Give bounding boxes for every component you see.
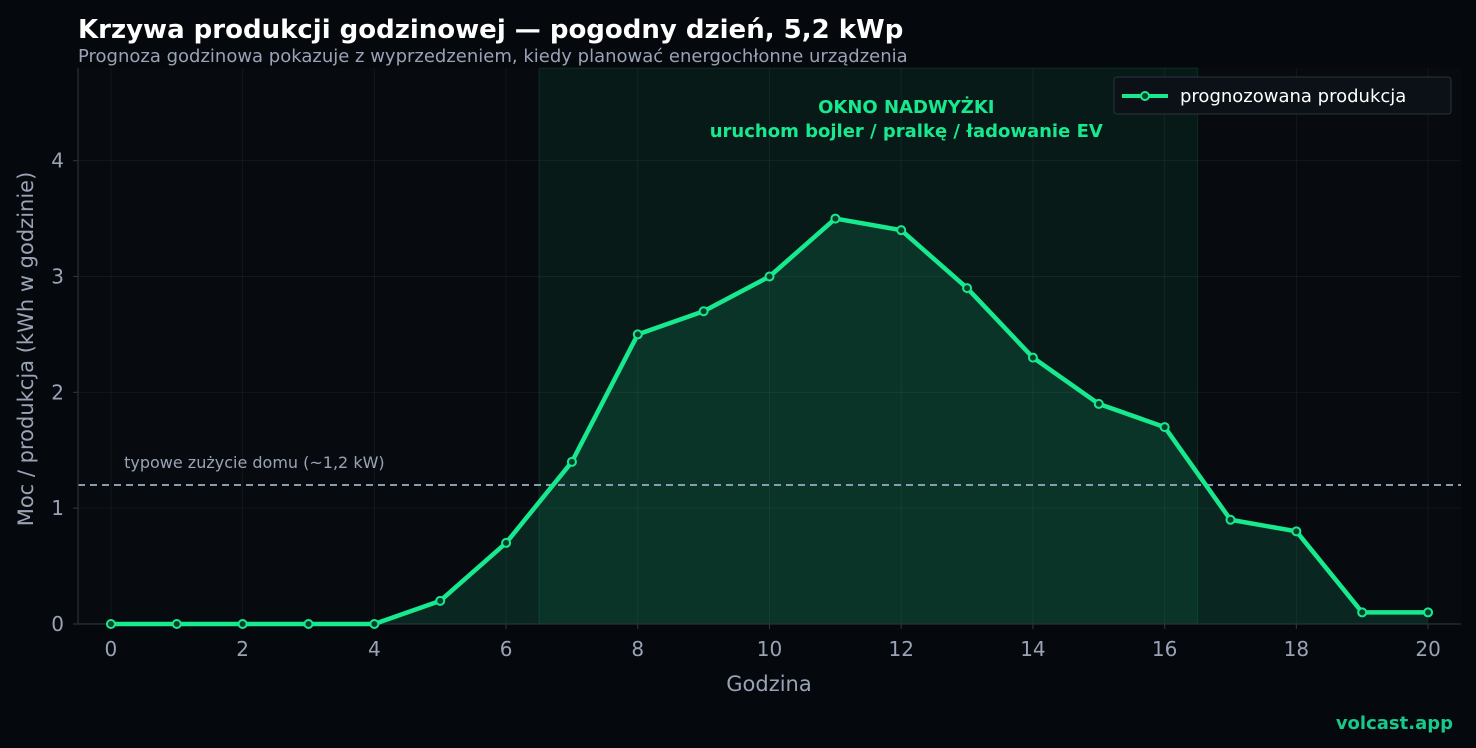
production-data-point [830, 213, 841, 224]
production-data-point [566, 456, 577, 467]
x-tick-label: 10 [757, 637, 782, 661]
x-tick-label: 6 [500, 637, 513, 661]
production-data-point [1357, 607, 1368, 618]
household-consumption-label: typowe zużycie domu (~1,2 kW) [124, 453, 385, 472]
plot-background [78, 68, 1461, 624]
x-tick-label: 2 [236, 637, 249, 661]
production-data-point [501, 537, 512, 548]
x-tick-label: 18 [1284, 637, 1309, 661]
x-axis-label: Godzina [726, 672, 812, 696]
y-tick-label: 2 [51, 380, 64, 404]
x-tick-label: 20 [1415, 637, 1440, 661]
production-area-fill [110, 218, 1429, 625]
brand-watermark: volcast.app [1336, 713, 1453, 734]
production-data-point [1093, 398, 1104, 409]
y-tick-label: 3 [51, 265, 64, 289]
production-data-point [303, 619, 314, 629]
production-data-point [369, 619, 380, 629]
production-data-point [764, 271, 775, 282]
production-data-point [1423, 607, 1434, 618]
x-tick-label: 12 [888, 637, 913, 661]
chart-title: Krzywa produkcji godzinowej — pogodny dz… [78, 15, 903, 45]
production-data-point [237, 619, 248, 629]
production-data-point [632, 329, 643, 340]
x-tick-label: 8 [631, 637, 644, 661]
production-data-point [698, 306, 709, 317]
y-tick-label: 0 [51, 612, 64, 636]
production-data-point [1027, 352, 1038, 363]
production-data-point [1225, 514, 1236, 525]
x-tick-label: 16 [1152, 637, 1177, 661]
x-tick-label: 4 [368, 637, 381, 661]
legend-marker-swatch [1140, 91, 1150, 101]
legend-entry-label: prognozowana produkcja [1180, 86, 1406, 107]
y-tick-label: 1 [51, 496, 64, 520]
legend-box [1113, 76, 1452, 115]
surplus-window-title: OKNO NADWYŻKI [818, 96, 994, 118]
production-data-point [435, 595, 446, 606]
production-data-point [171, 619, 182, 629]
x-tick-label: 14 [1020, 637, 1045, 661]
surplus-window-hint: uruchom bojler / pralkę / ładowanie EV [710, 121, 1103, 142]
plot-area: typowe zużycie domu (~1,2 kW) OKNO NADWYŻ… [51, 67, 1461, 661]
y-axis-label: Moc / produkcja (kWh w godzinie) [14, 172, 38, 527]
chart-subtitle: Prognoza godzinowa pokazuje z wyprzedzen… [78, 46, 908, 67]
surplus-window-band [538, 67, 1199, 625]
production-data-point [896, 225, 907, 236]
legend: prognozowana produkcja [1113, 76, 1452, 115]
production-data-point [1159, 422, 1170, 433]
production-data-point [105, 619, 116, 629]
y-tick-label: 4 [51, 149, 64, 173]
x-tick-label: 0 [105, 637, 118, 661]
production-data-point [962, 283, 973, 294]
production-data-point [1291, 526, 1302, 537]
